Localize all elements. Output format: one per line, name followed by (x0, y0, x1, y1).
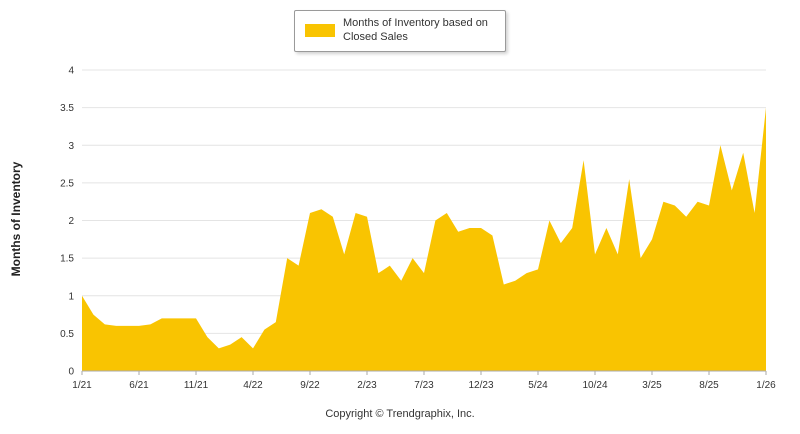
x-tick-label: 2/23 (357, 380, 377, 391)
x-tick-label: 7/23 (414, 380, 434, 391)
y-tick-label: 2 (68, 216, 74, 227)
y-tick-label: 0 (68, 367, 74, 378)
copyright-text: Copyright © Trendgraphix, Inc. (325, 408, 475, 420)
y-tick-label: 2.5 (60, 178, 74, 189)
x-tick-label: 10/24 (582, 380, 607, 391)
x-tick-label: 5/24 (528, 380, 548, 391)
x-tick-label: 4/22 (243, 380, 263, 391)
x-tick-label: 12/23 (468, 380, 493, 391)
x-tick-label: 1/21 (72, 380, 92, 391)
legend-swatch-icon (305, 24, 335, 38)
x-tick-label: 3/25 (642, 380, 662, 391)
area-series (82, 107, 766, 371)
y-tick-label: 3 (68, 141, 74, 152)
y-tick-label: 4 (68, 66, 74, 77)
y-tick-label: 1.5 (60, 254, 74, 265)
legend: Months of Inventory based on Closed Sale… (294, 10, 506, 52)
x-tick-label: 8/25 (699, 380, 719, 391)
chart-svg: 0 0.5 1 1.5 2 2.5 3 3.5 4 1/21 6/21 11/21 4/22 9/22 2/… (60, 66, 776, 392)
y-tick-label: 0.5 (60, 329, 74, 340)
y-tick-label: 3.5 (60, 103, 74, 114)
x-tick-label: 9/22 (300, 380, 320, 391)
y-tick-label: 1 (68, 291, 74, 302)
x-tick-label: 11/21 (184, 380, 209, 391)
x-tick-label: 1/26 (756, 380, 776, 391)
legend-label: Months of Inventory based on Closed Sale… (343, 17, 488, 43)
x-tick-label: 6/21 (129, 380, 149, 391)
